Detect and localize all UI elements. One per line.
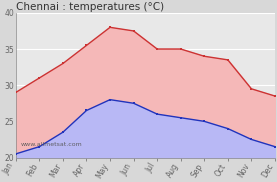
- Text: www.allmetsat.com: www.allmetsat.com: [21, 142, 83, 147]
- Text: Chennai : temperatures (°C): Chennai : temperatures (°C): [16, 2, 164, 12]
